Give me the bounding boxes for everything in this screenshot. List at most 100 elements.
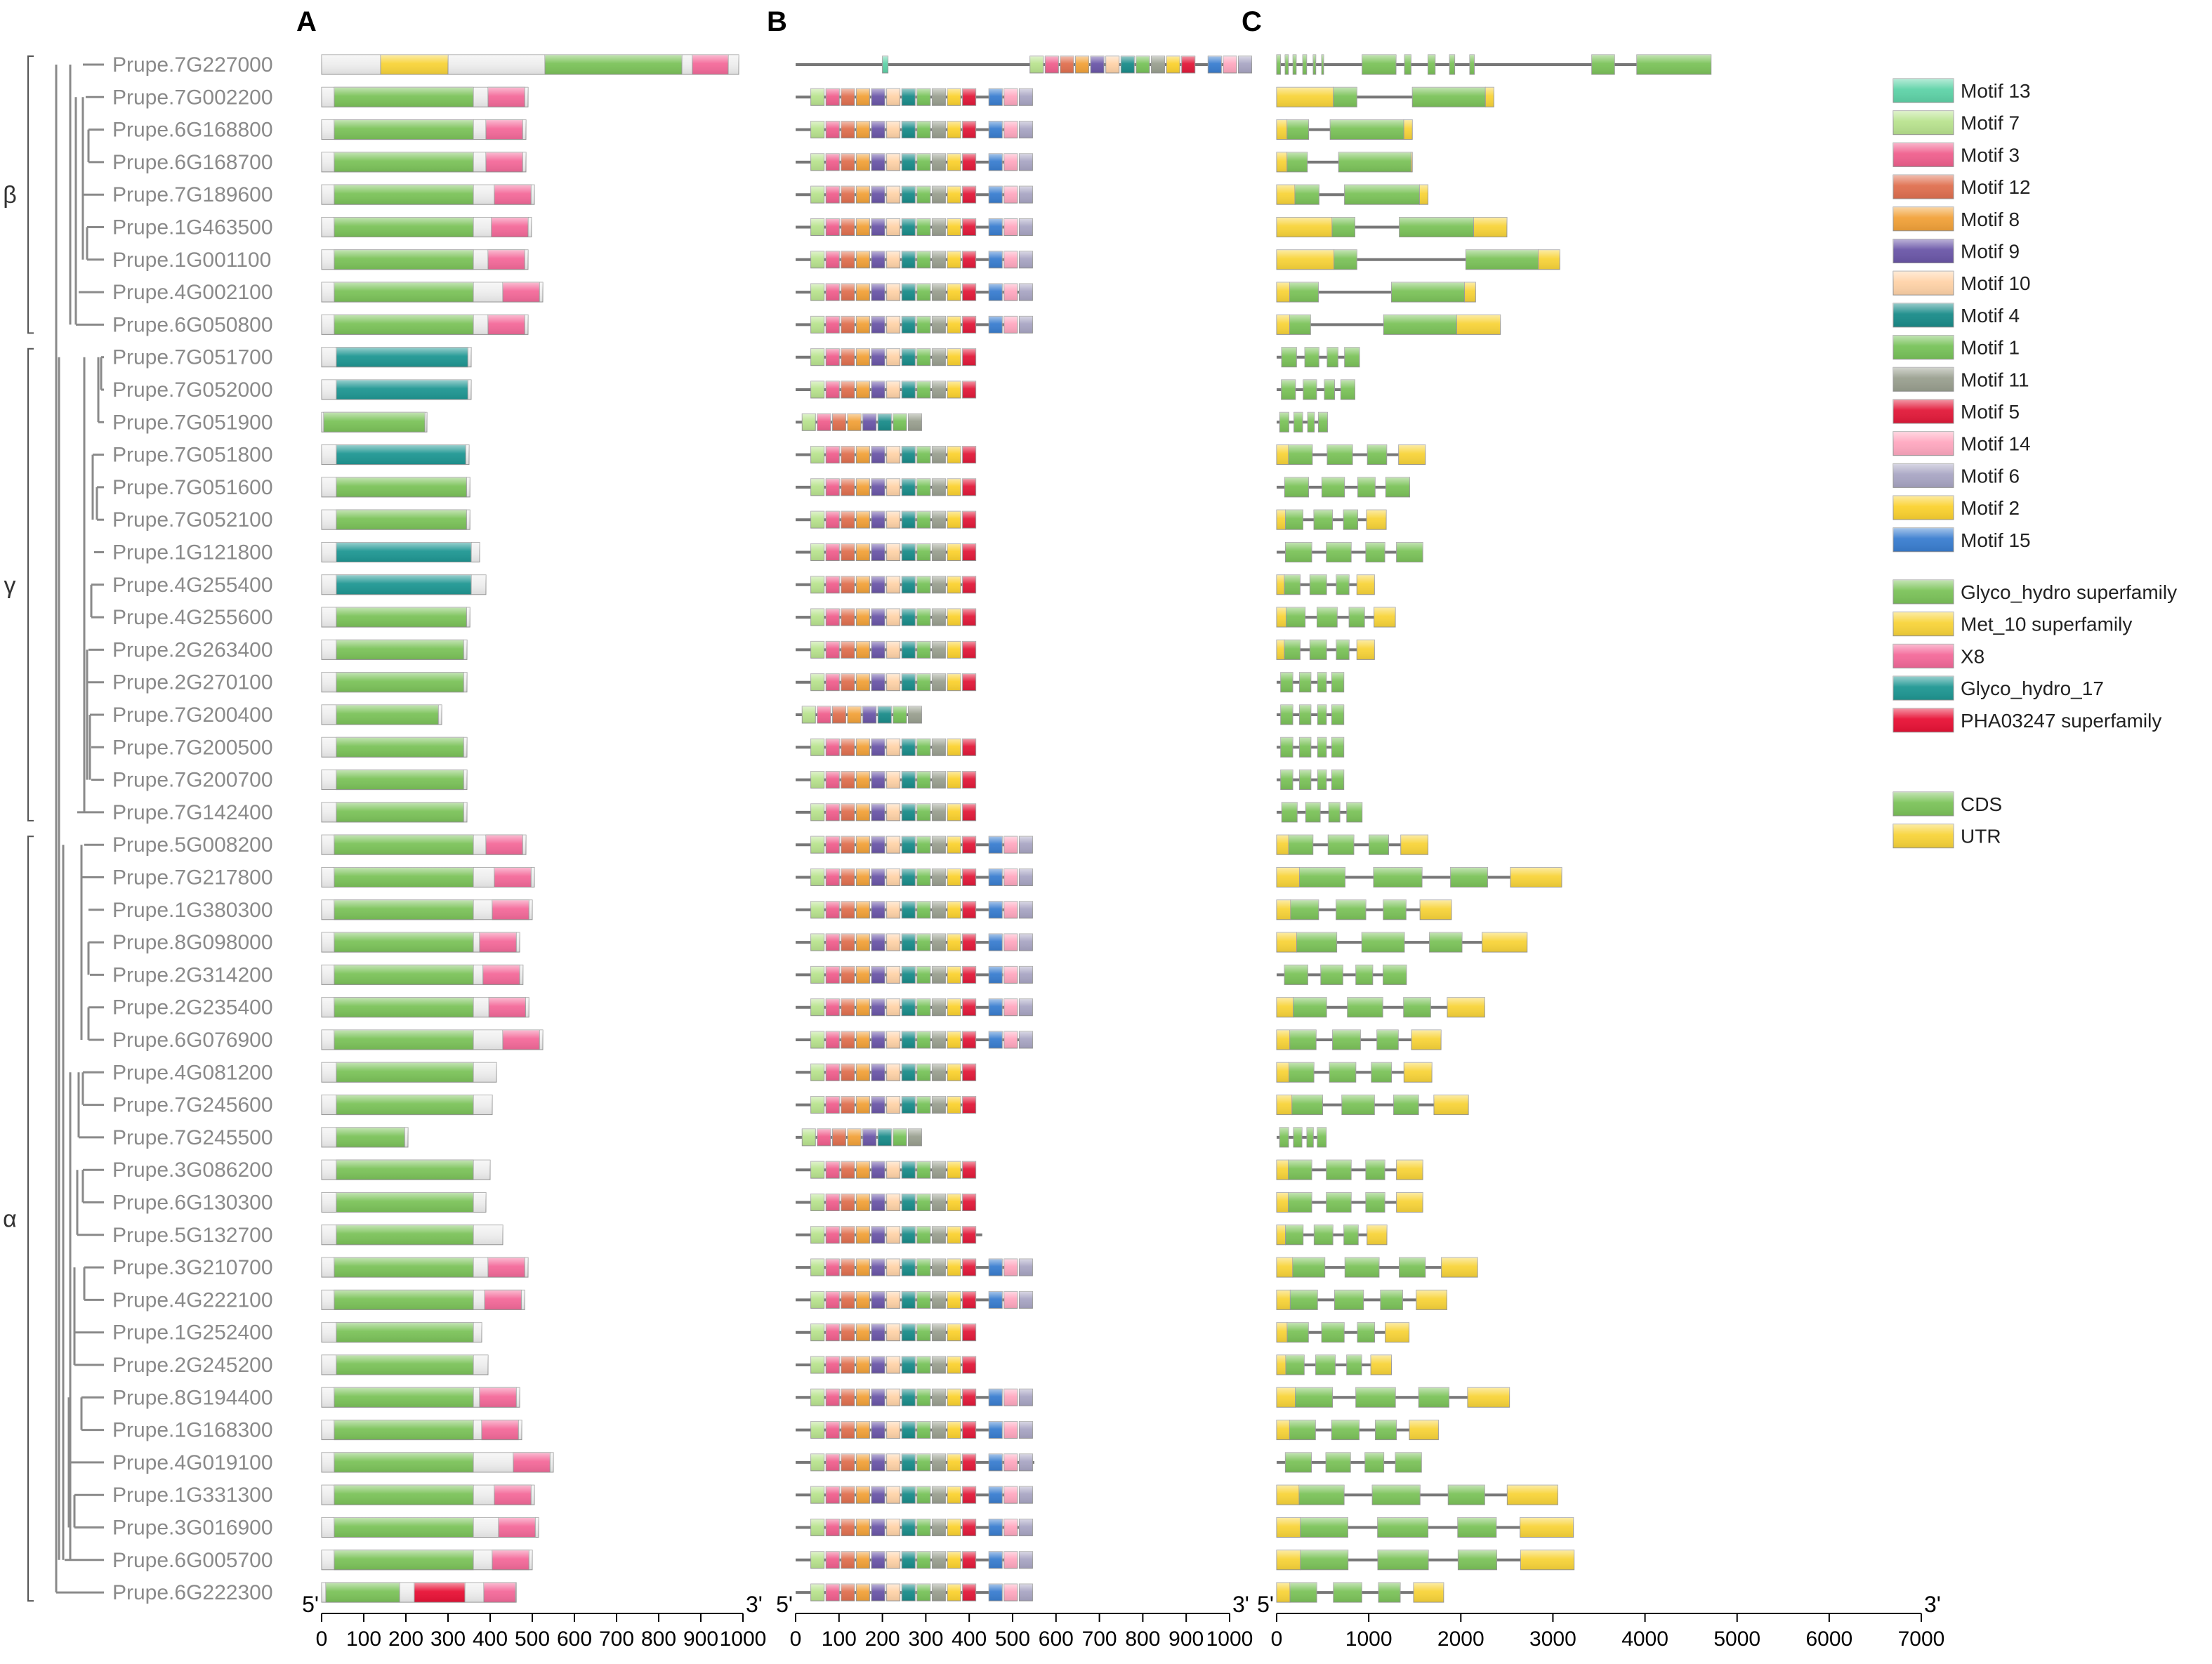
gene-label: Prupe.4G222100	[112, 1288, 273, 1312]
domain-block-shade	[486, 119, 523, 140]
clade-bracket	[27, 348, 34, 821]
motif-block-shade	[902, 88, 916, 106]
motif-block-shade	[916, 901, 930, 918]
cds-block-shade	[1331, 672, 1344, 692]
motif-block-shade	[826, 1226, 840, 1243]
cds-block-shade	[1277, 55, 1281, 74]
motif-block-shade	[902, 1486, 916, 1504]
motif-block-shade	[1003, 998, 1018, 1016]
domain-block-shade	[336, 510, 467, 530]
motif-block-shade	[856, 934, 870, 951]
tick-label: 2000	[1437, 1627, 1484, 1651]
motif-block-shade	[916, 869, 930, 886]
motif-block-shade	[826, 1161, 840, 1179]
panel-label-c: C	[1242, 6, 1262, 37]
motif-block-shade	[886, 576, 900, 593]
motif-block-shade	[886, 901, 900, 918]
motif-block-shade	[826, 609, 840, 626]
domain-block-shade	[484, 1583, 515, 1603]
axis-end-3prime: 3'	[746, 1592, 763, 1617]
motif-block-shade	[1003, 1389, 1018, 1406]
motif-block-shade	[902, 576, 916, 593]
motif-block-shade	[810, 1453, 824, 1471]
motif-block-shade	[856, 901, 870, 918]
gene-label: Prupe.6G168800	[112, 119, 273, 142]
motif-block-shade	[841, 348, 855, 366]
motif-block-shade	[1019, 1389, 1033, 1406]
motif-block-shade	[871, 251, 886, 268]
cds-block-shade	[1371, 1062, 1392, 1083]
motif-block-shade	[1003, 153, 1018, 171]
legend-label: Motif 11	[1961, 369, 2029, 390]
motif-block-shade	[962, 218, 976, 236]
motif-block-shade	[810, 1031, 824, 1048]
motif-block-shade	[962, 1031, 976, 1048]
utr-block-shade	[1277, 315, 1290, 335]
gene-label: Prupe.4G255600	[112, 606, 273, 629]
cds-block-shade	[1282, 347, 1297, 367]
cds-block-shade	[1291, 1095, 1323, 1115]
cds-block-shade	[1322, 1322, 1345, 1342]
motif-block-shade	[841, 1259, 855, 1276]
motif-block-shade	[871, 88, 886, 106]
motif-block-shade	[1003, 251, 1018, 268]
motif-block-shade	[886, 381, 900, 398]
tick-label: 6000	[1805, 1627, 1852, 1651]
motif-block-shade	[856, 316, 870, 334]
motif-block-shade	[902, 1389, 916, 1406]
motif-block-shade	[916, 966, 930, 984]
motif-block-shade	[1019, 251, 1033, 268]
motif-block-shade	[871, 1064, 886, 1081]
motif-block-shade	[1019, 284, 1033, 301]
motif-block-shade	[916, 1584, 930, 1602]
motif-block-shade	[947, 771, 961, 788]
gene-label: Prupe.7G051900	[112, 411, 273, 434]
motif-block-shade	[902, 1031, 916, 1048]
domain-block-shade	[334, 119, 473, 140]
motif-block-shade	[947, 1226, 961, 1243]
motif-block-shade	[826, 121, 840, 138]
tick-label: 4000	[1621, 1627, 1668, 1651]
motif-block-shade	[841, 446, 855, 463]
cds-block-shade	[1458, 1550, 1497, 1570]
motif-block-shade	[932, 1486, 946, 1504]
domain-block-shade	[503, 282, 540, 303]
motif-block-shade	[841, 771, 855, 788]
legend-label: Motif 3	[1961, 144, 2020, 166]
motif-block-shade	[871, 1453, 886, 1471]
motif-block-shade	[902, 609, 916, 626]
domain-block-shade	[336, 640, 464, 660]
domain-block-shade	[334, 249, 473, 270]
motif-block-shade	[916, 1096, 930, 1114]
panel-label-a: A	[296, 6, 317, 37]
motif-block-shade	[902, 1064, 916, 1081]
motif-block-shade	[962, 998, 976, 1016]
utr-block-shade	[1277, 1160, 1289, 1180]
legend-swatch-shade	[1893, 206, 1954, 231]
motif-block-shade	[916, 609, 930, 626]
gene-label: Prupe.6G005700	[112, 1549, 273, 1572]
motif-block-shade	[989, 1486, 1003, 1504]
tick-label: 100	[822, 1627, 857, 1651]
motif-block-shade	[1019, 1421, 1033, 1439]
motif-block-shade	[916, 186, 930, 204]
motif-block-shade	[962, 1519, 976, 1536]
utr-block-shade	[1357, 640, 1375, 660]
motif-block-shade	[1003, 316, 1018, 334]
gene-label: Prupe.1G121800	[112, 541, 273, 564]
motif-block-shade	[947, 381, 961, 398]
motif-block-shade	[826, 1323, 840, 1341]
cds-block-shade	[1343, 1224, 1359, 1245]
cds-block-shade	[1290, 899, 1319, 920]
domain-block-shade	[692, 55, 728, 74]
motif-block-shade	[902, 478, 916, 496]
motif-block-shade	[841, 641, 855, 659]
cds-block-shade	[1289, 1062, 1315, 1083]
cds-block-shade	[1369, 835, 1389, 855]
motif-block-shade	[841, 251, 855, 268]
motif-block-shade	[871, 1161, 886, 1179]
utr-block-shade	[1277, 1062, 1289, 1083]
cds-block-shade	[1295, 185, 1319, 205]
motif-block-shade	[1003, 934, 1018, 951]
domain-block-shade	[324, 412, 425, 432]
